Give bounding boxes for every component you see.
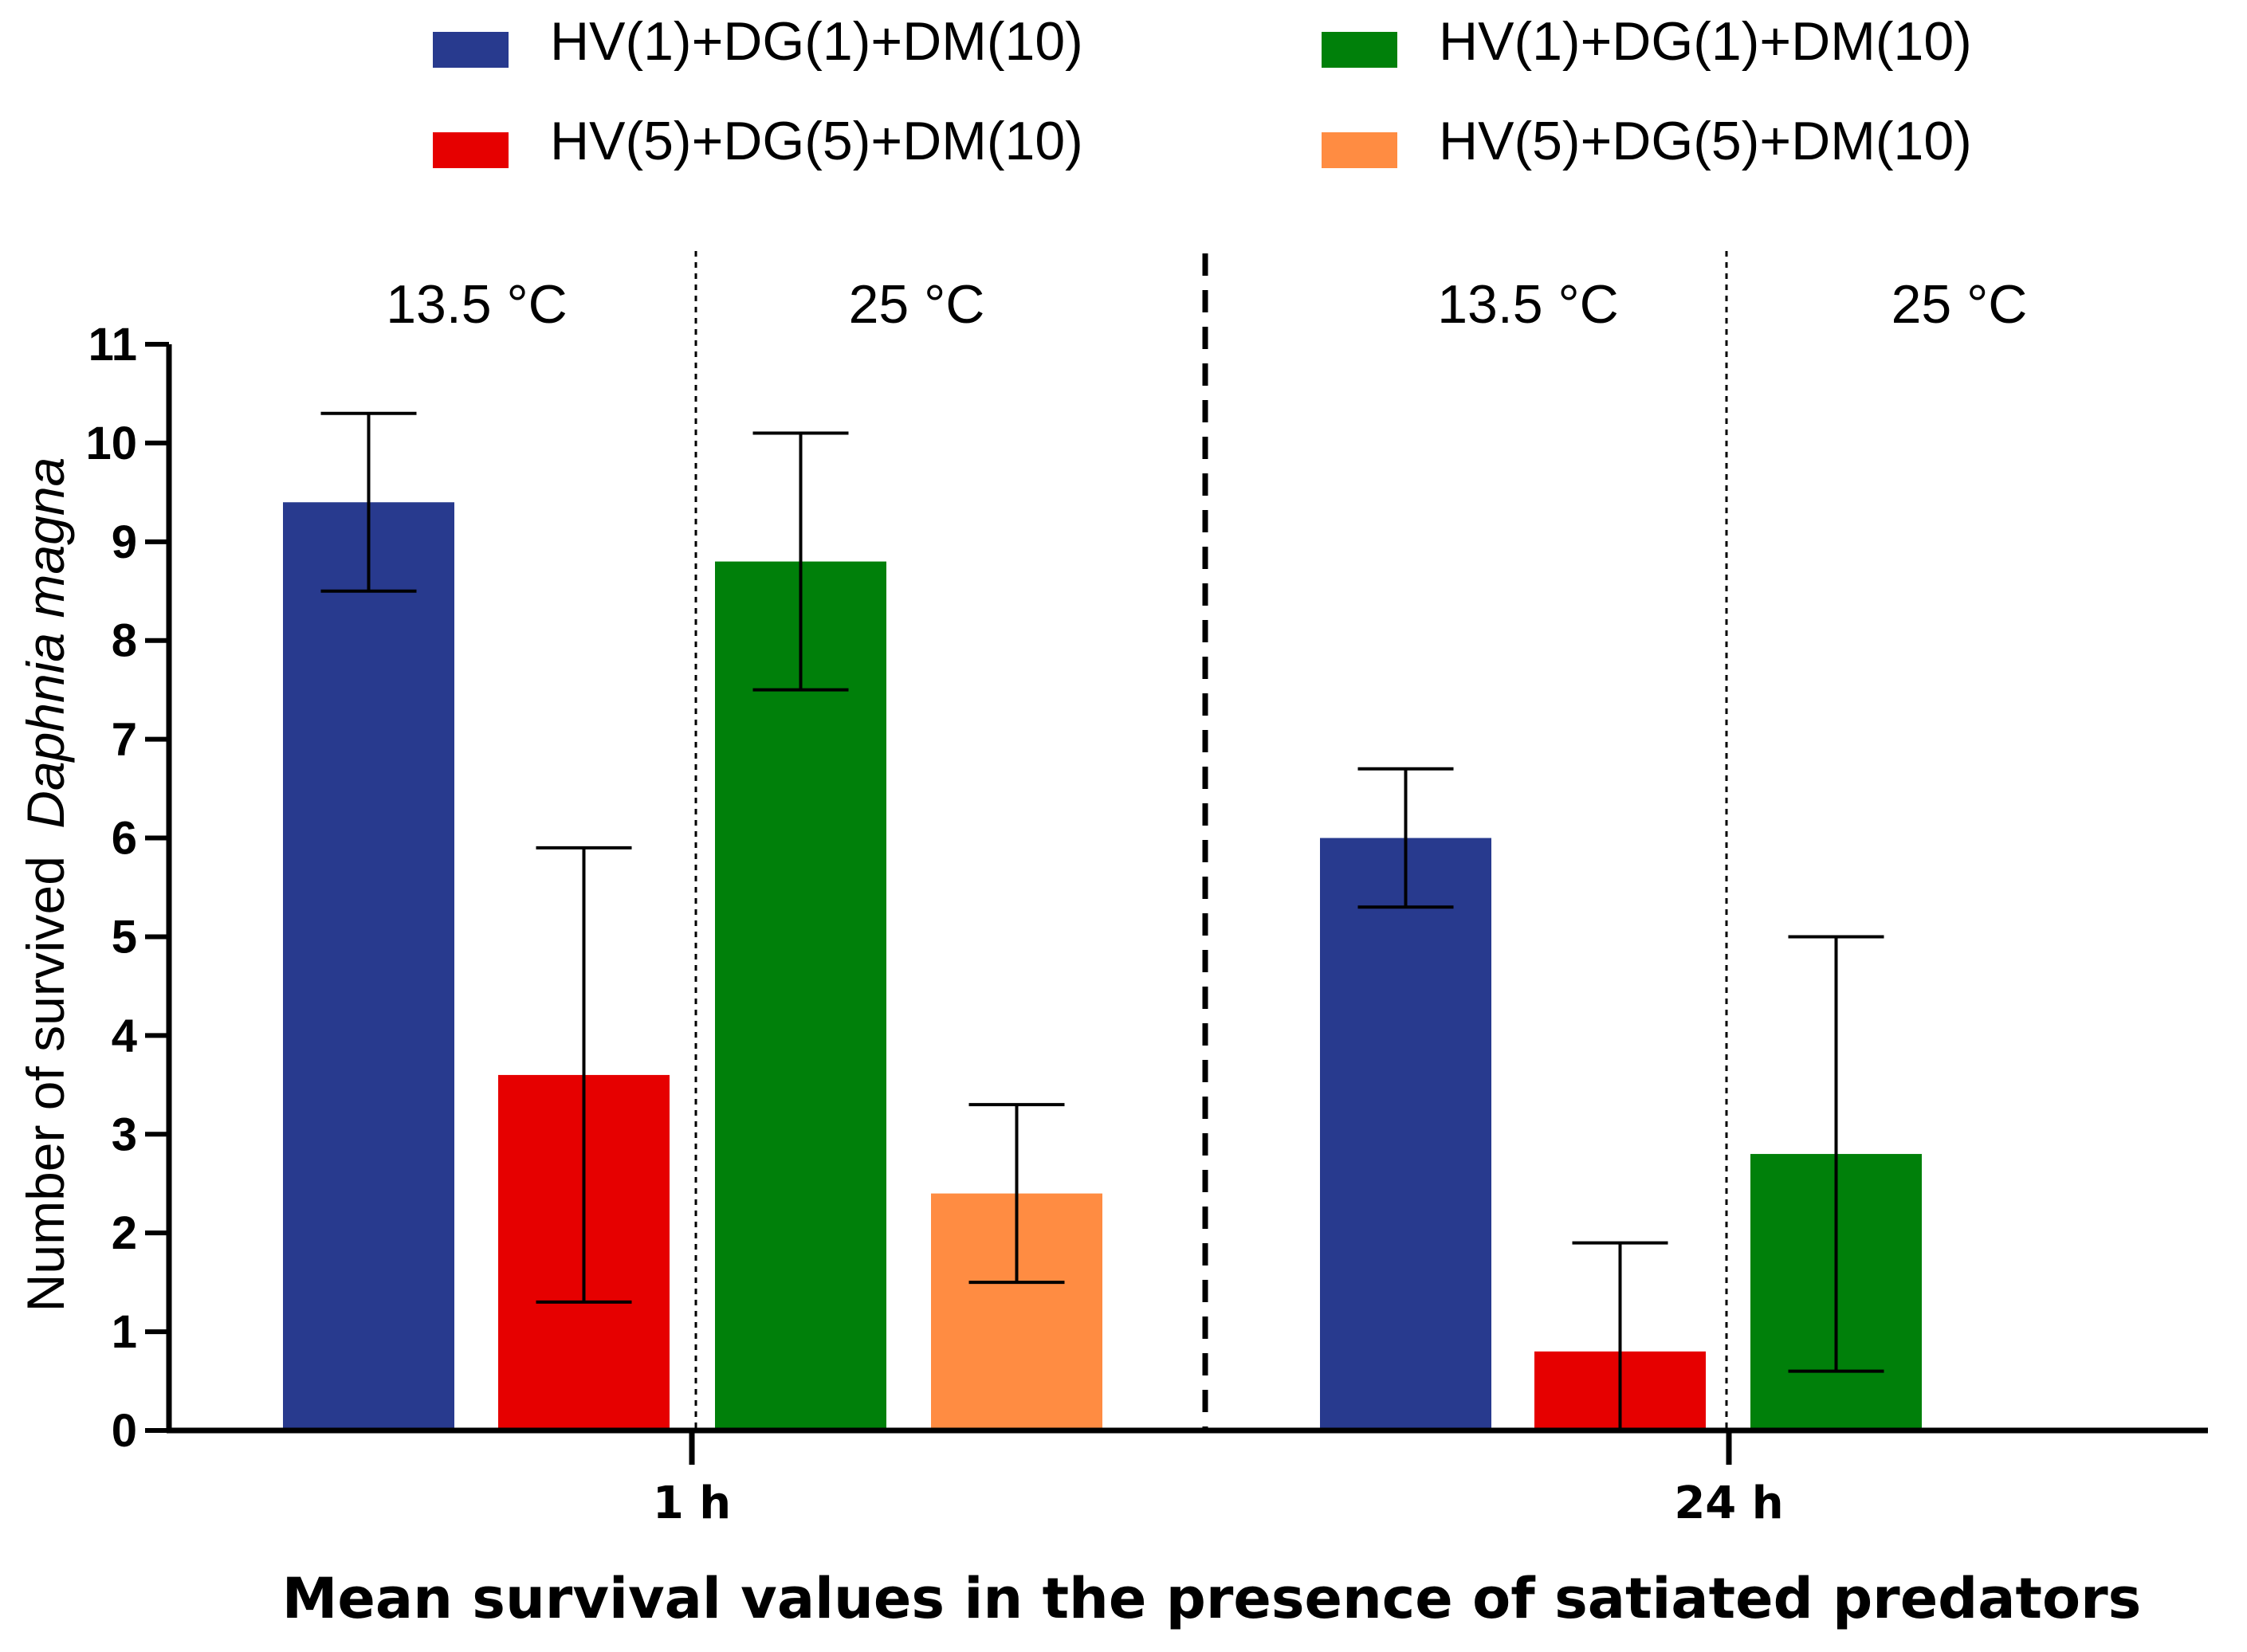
- y-axis-ticks: 0 1 2 3 4 5 6 7 8 9 10 11: [85, 319, 169, 1457]
- temperature-label-1: 25 °C: [849, 274, 985, 335]
- y-tick-label-9: 9: [112, 516, 137, 568]
- y-tick-label-1: 1: [112, 1306, 137, 1358]
- error-bars: [320, 411, 1884, 1430]
- y-tick-label-6: 6: [112, 813, 137, 865]
- legend: HV(1)+DG(1)+DM(10) HV(1)+DG(1)+DM(10) HV(5…: [433, 11, 1972, 171]
- legend-label-2: HV(1)+DG(1)+DM(10): [1439, 11, 1972, 72]
- x-group-label-1: 24 h: [1674, 1477, 1783, 1529]
- y-axis-title-main: Number of survived: [16, 856, 75, 1312]
- y-tick-label-5: 5: [112, 911, 137, 963]
- y-tick-label-0: 0: [112, 1405, 137, 1457]
- x-axis-group-labels: 1 h 24 h: [653, 1477, 1784, 1529]
- y-tick-label-8: 8: [112, 615, 137, 667]
- y-axis-title-species: Daphnia magna: [16, 457, 75, 829]
- bar-1h-0: [283, 502, 454, 1430]
- y-tick-label-7: 7: [112, 714, 137, 766]
- legend-swatch-2: [1322, 32, 1397, 68]
- axes: [166, 344, 2208, 1465]
- legend-swatch-1: [433, 132, 509, 168]
- legend-swatch-3: [1322, 132, 1397, 168]
- y-tick-label-4: 4: [112, 1010, 137, 1061]
- y-tick-label-2: 2: [112, 1207, 137, 1259]
- legend-swatch-0: [433, 32, 509, 68]
- y-axis-title: Number of survived Daphnia magna: [16, 457, 75, 1313]
- x-group-label-0: 1 h: [653, 1477, 731, 1529]
- temperature-labels: 13.5 °C 25 °C 13.5 °C 25 °C: [386, 274, 2027, 335]
- temperature-label-2: 13.5 °C: [1437, 274, 1619, 335]
- x-axis-title: Mean survival values in the presence of …: [282, 1566, 2142, 1631]
- condition-separators: [694, 251, 1728, 1430]
- y-tick-label-10: 10: [85, 418, 137, 469]
- bar-1h-2: [715, 561, 886, 1430]
- y-tick-label-11: 11: [88, 319, 137, 371]
- bars: [283, 502, 1922, 1430]
- bar-24h-0: [1320, 838, 1491, 1430]
- temperature-label-3: 25 °C: [1891, 274, 2028, 335]
- temperature-label-0: 13.5 °C: [386, 274, 568, 335]
- legend-label-1: HV(5)+DG(5)+DM(10): [550, 111, 1083, 171]
- y-tick-label-3: 3: [112, 1109, 137, 1160]
- legend-label-0: HV(1)+DG(1)+DM(10): [550, 11, 1083, 72]
- legend-label-3: HV(5)+DG(5)+DM(10): [1439, 111, 1972, 171]
